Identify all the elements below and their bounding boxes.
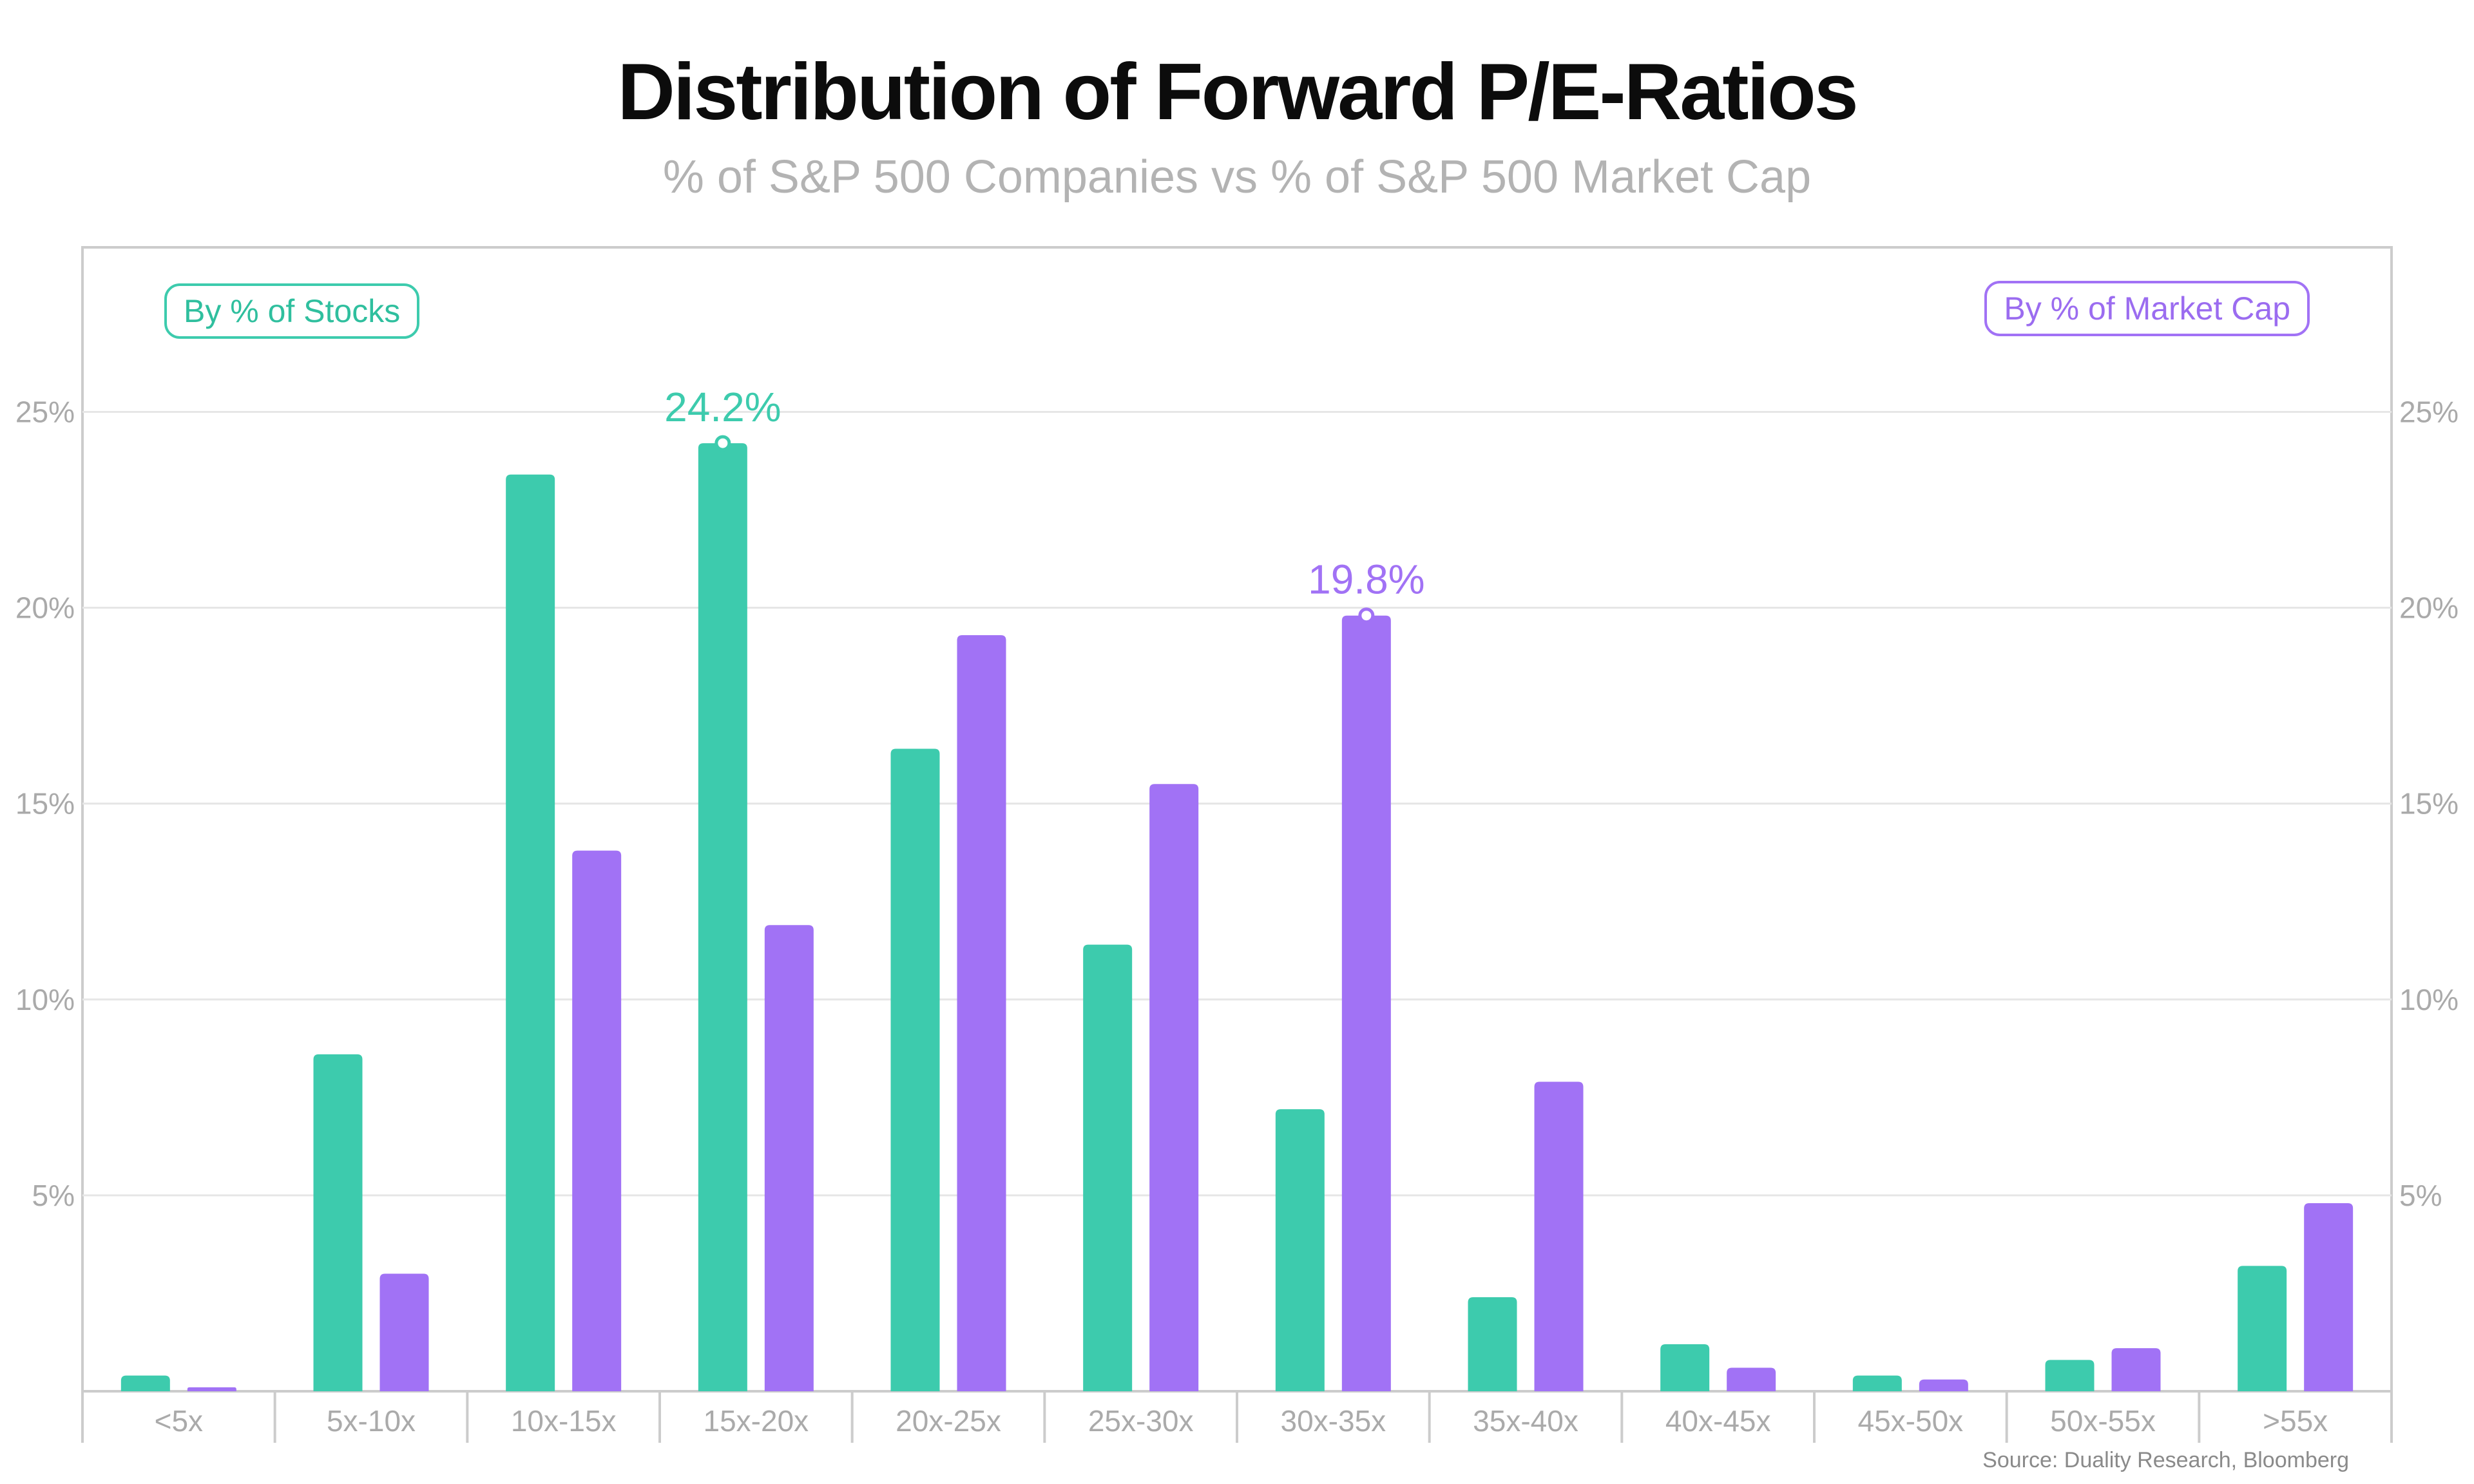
x-tick-label: 45x-50x [1858,1404,1964,1438]
y-tick-label-left: 5% [32,1179,75,1212]
bar-market-cap [187,1387,236,1391]
bar-stocks [313,1054,363,1391]
x-tick-label: 10x-15x [511,1404,617,1438]
y-tick-label-left: 20% [15,591,75,625]
bar-market-cap [764,925,814,1391]
bar-stocks [698,443,747,1391]
y-tick-label-right: 10% [2399,983,2459,1016]
chart-title: Distribution of Forward P/E-Ratios [617,48,1858,137]
bar-market-cap [1919,1379,1968,1391]
annotation-marker [714,435,731,452]
x-tick-label: 50x-55x [2050,1404,2156,1438]
bar-market-cap [379,1273,429,1391]
bar-stocks [890,748,940,1391]
chart-subtitle: % of S&P 500 Companies vs % of S&P 500 M… [662,151,1812,203]
bar-market-cap [1341,615,1391,1391]
bar-stocks [1660,1344,1710,1391]
y-tick-label-right: 20% [2399,591,2459,625]
y-tick-label-right: 5% [2399,1179,2442,1212]
bar-stocks [1275,1109,1325,1391]
bar-market-cap [957,635,1006,1391]
bar-market-cap [2111,1348,2161,1391]
bar-market-cap [2304,1203,2354,1391]
legend-market-cap: By % of Market Cap [1984,281,2310,336]
x-tick-label: 40x-45x [1665,1404,1771,1438]
x-tick-label: 25x-30x [1088,1404,1194,1438]
x-tick-label: 15x-20x [704,1404,809,1438]
x-tick-label: 30x-35x [1281,1404,1386,1438]
annotation-label: 19.8% [1308,556,1424,603]
bar-stocks [2238,1266,2287,1391]
bar-market-cap [1727,1367,1776,1391]
plot-frame [81,246,2393,1393]
y-tick-label-right: 15% [2399,787,2459,821]
bar-stocks [1468,1297,1517,1391]
source-note: Source: Duality Research, Bloomberg [1982,1448,2349,1472]
y-tick-label-right: 25% [2399,395,2459,428]
x-tick-label: >55x [2263,1404,2328,1438]
x-tick-label: 35x-40x [1473,1404,1578,1438]
bar-market-cap [1534,1081,1584,1391]
y-tick-label-left: 10% [15,983,75,1016]
bar-market-cap [1149,784,1199,1391]
bar-market-cap [572,850,622,1391]
x-tick-label: 5x-10x [327,1404,416,1438]
y-tick-label-left: 15% [15,787,75,821]
x-tick-label: <5x [155,1404,203,1438]
bar-stocks [120,1375,170,1391]
bar-stocks [506,474,555,1392]
bar-stocks [1852,1375,1902,1391]
legend-stocks: By % of Stocks [164,283,420,339]
annotation-marker [1358,607,1375,624]
bar-stocks [2045,1360,2095,1391]
annotation-label: 24.2% [664,384,781,430]
y-tick-label-left: 25% [15,395,75,428]
bar-stocks [1083,944,1133,1391]
x-tick-label: 20x-25x [896,1404,1001,1438]
